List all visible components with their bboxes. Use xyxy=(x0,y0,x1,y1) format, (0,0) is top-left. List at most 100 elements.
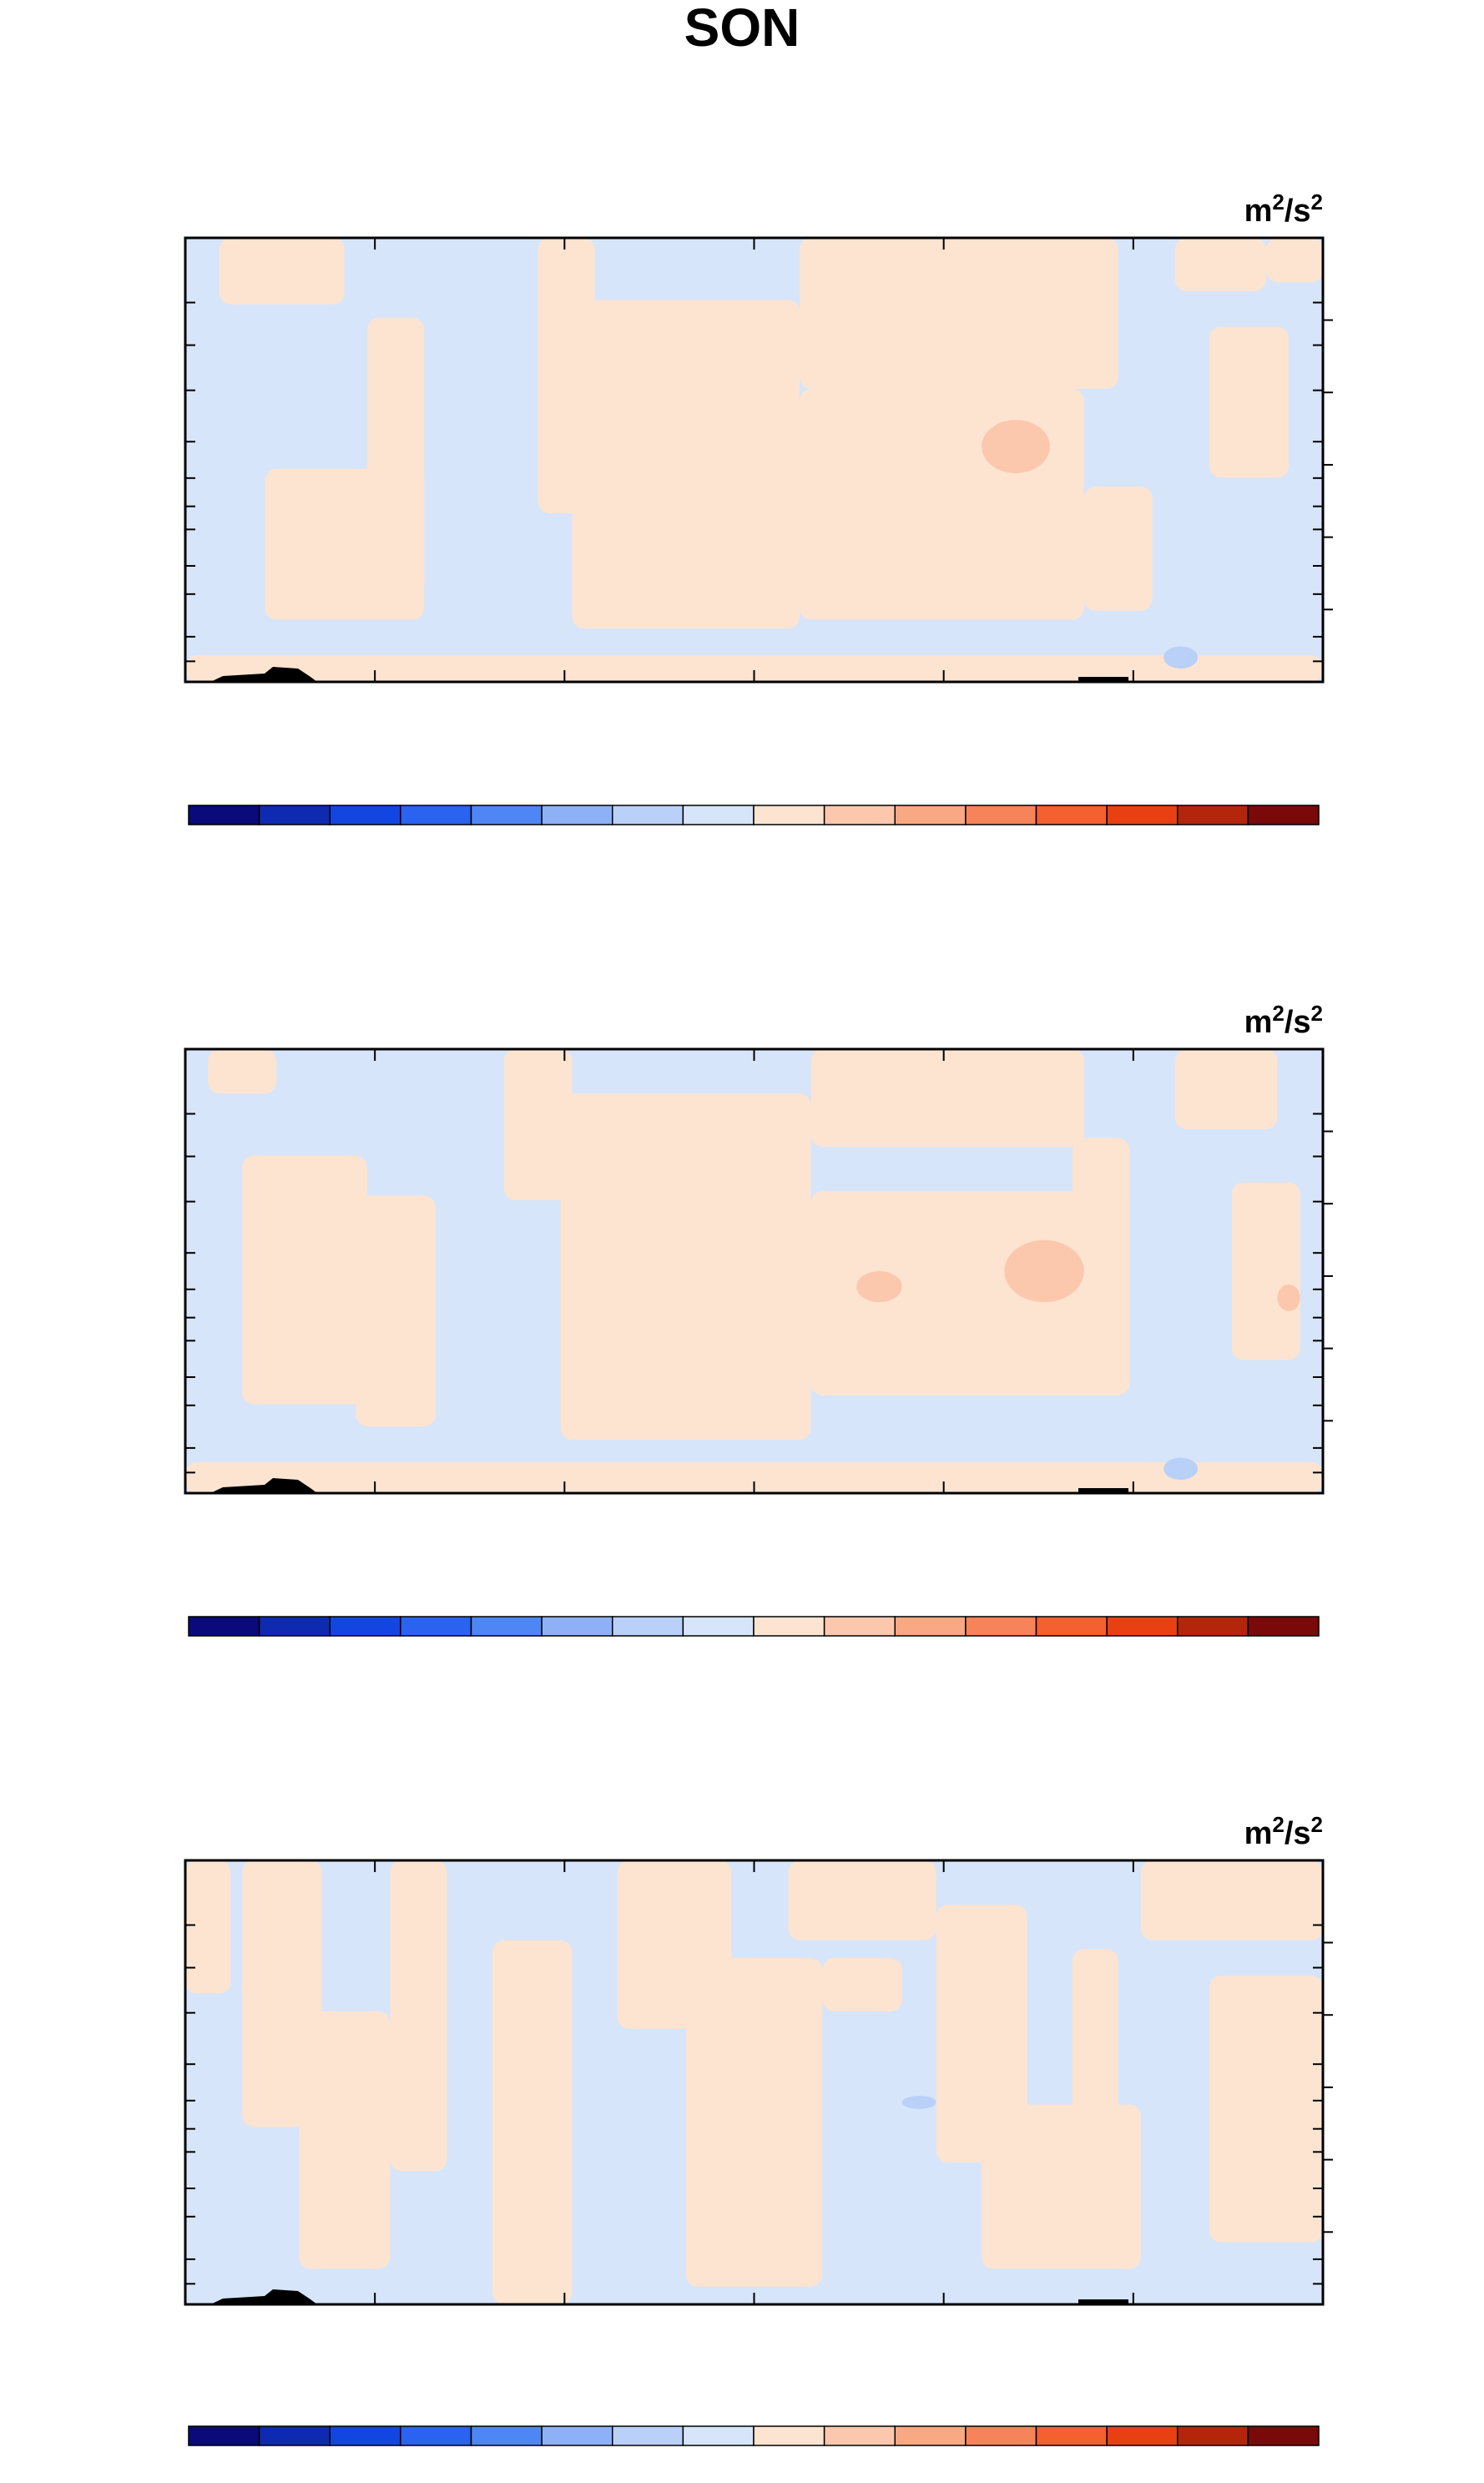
colorbar-cell xyxy=(682,805,755,825)
positive-region xyxy=(810,1049,1084,1148)
colorbar-cell xyxy=(1035,1616,1108,1637)
colorbar-cell xyxy=(258,1616,331,1637)
negative-region xyxy=(1163,646,1199,669)
colorbar-cell xyxy=(965,805,1037,825)
positive-region xyxy=(1174,1049,1278,1129)
terrain xyxy=(1078,1488,1128,1493)
positive-region xyxy=(242,1155,368,1405)
colorbar-cell xyxy=(541,805,613,825)
positive-region xyxy=(560,1093,811,1441)
colorbar-cell xyxy=(1247,2425,1320,2446)
positive-region xyxy=(1209,1976,1323,2243)
positive-region xyxy=(356,1195,436,1427)
positive-region xyxy=(299,2011,391,2269)
colorbar-cell xyxy=(1247,805,1320,825)
strong-positive-region xyxy=(1277,1284,1300,1311)
units-label: m2/s2 xyxy=(1244,189,1323,229)
negative-region xyxy=(1163,1457,1199,1481)
positive-region xyxy=(367,317,425,593)
colorbar-cell xyxy=(188,805,260,825)
units-part: m xyxy=(1244,194,1273,229)
colorbar-cell xyxy=(682,2425,755,2446)
colorbar-cell xyxy=(823,2425,896,2446)
colorbar-cell xyxy=(894,2425,967,2446)
units-part: 2 xyxy=(1311,189,1323,214)
colorbar-cell xyxy=(541,2425,613,2446)
colorbar-cell xyxy=(753,2425,825,2446)
positive-region xyxy=(685,1958,823,2287)
colorbar-cell xyxy=(1106,805,1179,825)
colorbar-cell xyxy=(400,1616,472,1637)
positive-region xyxy=(185,1461,1323,1493)
colorbar-cell xyxy=(1035,2425,1108,2446)
colorbar-cell xyxy=(823,805,896,825)
colorbar-cell xyxy=(188,2425,260,2446)
strong-positive-region xyxy=(1004,1239,1084,1303)
colorbar-cell xyxy=(258,2425,331,2446)
panel-2: m2/s2 xyxy=(184,1001,1333,1637)
positive-region xyxy=(982,2104,1141,2269)
units-part: /s xyxy=(1285,194,1311,229)
positive-region xyxy=(390,1860,447,2172)
positive-region xyxy=(492,1940,573,2304)
positive-region xyxy=(1209,326,1290,478)
positive-region xyxy=(1174,238,1266,291)
positive-region xyxy=(936,1905,1027,2163)
units-part: 2 xyxy=(1272,1001,1284,1026)
panel-1: m2/s2 xyxy=(184,189,1333,825)
colorbar-cell xyxy=(329,1616,401,1637)
units-part: m xyxy=(1244,1816,1273,1851)
units-part: 2 xyxy=(1311,1812,1323,1837)
units-part: /s xyxy=(1285,1816,1311,1851)
colorbar-cell xyxy=(894,1616,967,1637)
colorbar-cell xyxy=(823,1616,896,1637)
positive-region xyxy=(185,655,1323,682)
colorbar-cell xyxy=(965,1616,1037,1637)
colorbar-cell xyxy=(682,1616,755,1637)
colorbar-cell xyxy=(188,1616,260,1637)
positive-region xyxy=(1265,238,1323,283)
units-part: 2 xyxy=(1272,1812,1284,1837)
colorbar-cell xyxy=(753,1616,825,1637)
positive-region xyxy=(1231,1182,1300,1360)
colorbar-cell xyxy=(258,805,331,825)
colorbar-cell xyxy=(1035,805,1108,825)
panel-3: m2/s2 xyxy=(184,1812,1333,2446)
units-label: m2/s2 xyxy=(1244,1812,1323,1851)
colorbar-cell xyxy=(400,805,472,825)
strong-positive-region xyxy=(982,420,1050,473)
colorbar-cell xyxy=(400,2425,472,2446)
colorbar-cell xyxy=(470,2425,543,2446)
colorbar-cell xyxy=(1247,1616,1320,1637)
positive-region xyxy=(1083,486,1153,611)
strong-positive-region xyxy=(856,1271,902,1303)
colorbar-cell xyxy=(612,805,684,825)
positive-region xyxy=(822,1958,902,2011)
terrain xyxy=(1078,2299,1128,2304)
terrain xyxy=(210,2289,317,2304)
units-part: /s xyxy=(1285,1005,1311,1040)
colorbar-cell xyxy=(1177,1616,1249,1637)
colorbar-cell xyxy=(612,1616,684,1637)
positive-region xyxy=(788,1860,936,1940)
colorbar-cell xyxy=(329,805,401,825)
units-part: m xyxy=(1244,1005,1273,1040)
colorbar-cell xyxy=(1177,805,1249,825)
colorbar-cell xyxy=(965,2425,1037,2446)
units-part: 2 xyxy=(1311,1001,1323,1026)
colorbar-cell xyxy=(470,1616,543,1637)
positive-region xyxy=(800,238,1118,389)
positive-region xyxy=(208,1049,277,1094)
positive-region xyxy=(1073,1949,1118,2127)
colorbar-cell xyxy=(470,805,543,825)
terrain xyxy=(1078,677,1128,682)
colorbar-cell xyxy=(1106,2425,1179,2446)
colorbar-cell xyxy=(329,2425,401,2446)
positive-region xyxy=(1140,1860,1323,1940)
colorbar-cell xyxy=(541,1616,613,1637)
units-label: m2/s2 xyxy=(1244,1001,1323,1040)
colorbar-cell xyxy=(1177,2425,1249,2446)
positive-region xyxy=(219,238,345,305)
positive-region xyxy=(503,1049,573,1200)
